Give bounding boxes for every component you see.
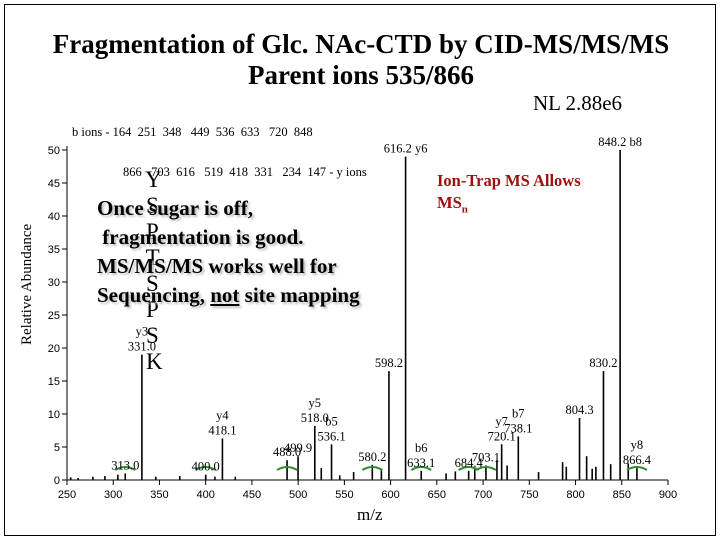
peak-annotation: y8 bbox=[631, 438, 644, 452]
y-tick-label: 35 bbox=[48, 244, 60, 256]
y-tick-label: 50 bbox=[48, 145, 60, 157]
x-tick-label: 450 bbox=[243, 489, 261, 501]
peak-annotation: 848.2 b8 bbox=[598, 135, 642, 149]
highlight-mark bbox=[475, 466, 497, 471]
x-tick-label: 850 bbox=[613, 489, 631, 501]
callout-prefix: Sequencing, bbox=[97, 283, 211, 307]
residue-3: P bbox=[146, 219, 159, 244]
peak-annotation: 313.0 bbox=[111, 458, 139, 472]
x-tick-label: 900 bbox=[659, 489, 677, 501]
x-tick-label: 650 bbox=[428, 489, 446, 501]
msn-prefix: MS bbox=[437, 193, 462, 212]
b-ions-label: b ions - 164 251 348 449 536 633 720 848 bbox=[72, 125, 313, 139]
peak-annotation: b6 bbox=[415, 441, 428, 455]
callout-line-3: MS/MS/MS works well for bbox=[97, 254, 337, 278]
peak-annotation: 580.2 bbox=[358, 450, 386, 464]
peak-annotation: y5 bbox=[309, 396, 322, 410]
residue-2: S bbox=[146, 193, 160, 218]
residue-1: Y bbox=[145, 167, 162, 192]
highlight-mark bbox=[410, 466, 432, 471]
x-axis-label: m/z bbox=[357, 505, 383, 524]
callout-suffix: site mapping bbox=[239, 283, 360, 307]
peak-annotation: 400.0 bbox=[192, 460, 220, 474]
msn-line-2: MSn bbox=[437, 192, 581, 220]
peak-annotation: 499.9 bbox=[284, 441, 312, 455]
peak-annotation: 684.4 bbox=[455, 456, 484, 470]
x-tick-label: 600 bbox=[381, 489, 399, 501]
peak-annotation: 598.2 bbox=[375, 356, 403, 370]
msn-sub: n bbox=[461, 203, 468, 216]
residue-7: S bbox=[146, 323, 160, 348]
msn-note: Ion-Trap MS Allows MSn bbox=[437, 170, 581, 220]
y-tick-label: 0 bbox=[54, 475, 60, 487]
peak-annotation: y4 bbox=[216, 408, 229, 422]
msn-line-1: Ion-Trap MS Allows bbox=[437, 171, 581, 190]
peptide-sequence: Y S P T S P S K bbox=[121, 141, 168, 401]
callout-underlined: not bbox=[210, 283, 240, 307]
y-tick-label: 5 bbox=[54, 442, 60, 454]
peak-annotation: 536.1 bbox=[317, 429, 345, 443]
peak-annotation: 488.0 bbox=[273, 445, 301, 459]
peak-annotation: 738.1 bbox=[504, 421, 532, 435]
peak-annotation: 616.2 y6 bbox=[384, 142, 428, 156]
x-tick-label: 250 bbox=[58, 489, 76, 501]
y-tick-label: 40 bbox=[48, 211, 60, 223]
peak-annotation: b5 bbox=[325, 414, 338, 428]
highlight-mark bbox=[626, 466, 648, 471]
x-tick-label: 800 bbox=[566, 489, 584, 501]
x-tick-label: 350 bbox=[150, 489, 168, 501]
peak-annotation: 804.3 bbox=[565, 403, 593, 417]
highlight-mark bbox=[195, 466, 217, 471]
callout-text: Once sugar is off, fragmentation is good… bbox=[97, 194, 360, 310]
spectrum-chart: 250 300 350 400 450 500 550 600 650 700 750 800 850 9… bbox=[48, 135, 677, 501]
y-tick-label: 15 bbox=[48, 376, 60, 388]
callout-line-4: Sequencing, not site mapping bbox=[97, 281, 360, 310]
peak-annotation: 866.4 bbox=[623, 453, 652, 467]
peak-annotation: b7 bbox=[512, 406, 525, 420]
y-tick-label: 30 bbox=[48, 277, 60, 289]
peak-annotation: y7 bbox=[495, 414, 508, 428]
title-line-2: Parent ions 535/866 bbox=[247, 60, 474, 90]
x-tick-label: 500 bbox=[289, 489, 307, 501]
peak-annotation: 830.2 bbox=[589, 356, 617, 370]
highlight-mark bbox=[114, 466, 136, 471]
nl-label: NL 2.88e6 bbox=[533, 91, 623, 115]
residue-8: K bbox=[146, 349, 164, 374]
highlight-mark bbox=[361, 466, 383, 471]
callout-line-2: fragmentation is good. bbox=[97, 225, 304, 249]
highlight-mark bbox=[276, 466, 298, 471]
x-tick-label: 550 bbox=[335, 489, 353, 501]
slide: Fragmentation of Glc. NAc-CTD by CID-MS/… bbox=[4, 4, 716, 536]
peak-annotation: y3 bbox=[136, 325, 149, 339]
peak-annotation: 418.1 bbox=[208, 423, 236, 437]
x-tick-label: 750 bbox=[520, 489, 538, 501]
peak-annotation: 703.1 bbox=[472, 450, 500, 464]
x-tick-label: 300 bbox=[104, 489, 122, 501]
y-ions-label: 866 703 616 519 418 331 234 147 - y ions bbox=[123, 165, 367, 179]
residue-4: T bbox=[145, 245, 160, 270]
y-tick-label: 25 bbox=[48, 310, 60, 322]
callout-line-1: Once sugar is off, bbox=[97, 196, 253, 220]
y-tick-label: 45 bbox=[48, 178, 60, 190]
peak-annotation: 720.1 bbox=[488, 429, 516, 443]
peak-annotation: 633.1 bbox=[407, 456, 435, 470]
residue-5: S bbox=[146, 271, 160, 296]
x-tick-label: 400 bbox=[197, 489, 215, 501]
peak-annotation: 518.0 bbox=[301, 411, 329, 425]
peak-annotation: 331.0 bbox=[128, 340, 156, 354]
slide-title: Fragmentation of Glc. NAc-CTD by CID-MS/… bbox=[5, 29, 715, 91]
title-line-1: Fragmentation of Glc. NAc-CTD by CID-MS/… bbox=[52, 29, 670, 59]
residue-6: P bbox=[146, 297, 159, 322]
x-tick-label: 700 bbox=[474, 489, 492, 501]
y-tick-label: 20 bbox=[48, 343, 60, 355]
y-tick-label: 10 bbox=[48, 409, 60, 421]
